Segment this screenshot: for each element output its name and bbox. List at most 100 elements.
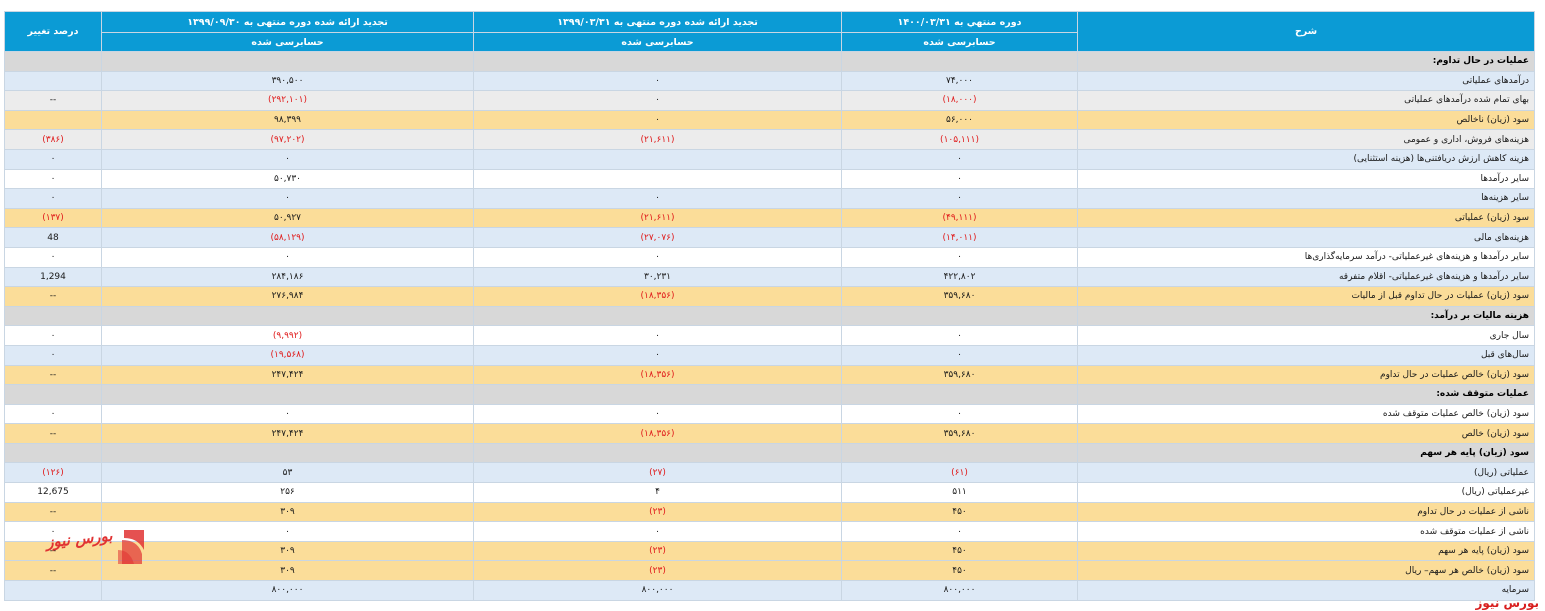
table-row: درآمدهای عملیاتی ۷۴,۰۰۰ ۰ ۳۹۰,۵۰۰ [4, 70, 1535, 92]
value-period-1 [841, 384, 1078, 405]
value-period-1: (۱۰۵,۱۱۱) [841, 129, 1078, 150]
value-change-percent: (۳۸۶) [4, 129, 102, 150]
value-period-2: ۴ [473, 482, 842, 503]
value-period-3: ۳۹۰,۵۰۰ [101, 70, 474, 92]
table-row: سال‌های قبل ۰ ۰ (۱۹,۵۶۸) ۰ [4, 344, 1535, 366]
value-change-percent: 12,675 [4, 482, 102, 503]
section-header-row: سود (زیان) پایه هر سهم [4, 442, 1535, 464]
table-row: سود (زیان) ناخالص ۵۶,۰۰۰ ۰ ۹۸,۳۹۹ [4, 109, 1535, 131]
table-row: عملیاتی (ریال) (۶۱) (۲۷) ۵۳ (۱۲۶) [4, 462, 1535, 484]
header-audit-status-1: حسابرسی شده [841, 32, 1078, 52]
value-period-3: (۹۷,۲۰۲) [101, 129, 474, 150]
value-period-2: ۸۰۰,۰۰۰ [473, 580, 842, 601]
row-description: سود (زیان) پایه هر سهم [1077, 540, 1535, 562]
value-period-2: (۲۳) [473, 501, 842, 523]
value-period-2 [473, 168, 842, 190]
value-period-2 [473, 51, 842, 72]
table-row: سال جاری ۰ ۰ (۹,۹۹۲) ۰ [4, 325, 1535, 346]
value-period-1: ۴۲۲,۸۰۲ [841, 266, 1078, 288]
value-period-3: ۲۸۴,۱۸۶ [101, 266, 474, 288]
row-description: عملیات متوقف شده: [1077, 384, 1535, 405]
value-period-2: ۰ [473, 109, 842, 131]
value-period-2 [473, 148, 842, 170]
value-change-percent: ۰ [4, 148, 102, 170]
value-change-percent: -- [4, 501, 102, 523]
income-statement-table: شرح دوره منتهي به ۱۴۰۰/۰۳/۳۱ تجدید ارائه… [4, 11, 1535, 601]
value-period-2: (۲۷) [473, 462, 842, 484]
value-period-3: ۳۰۹ [101, 540, 474, 562]
table-row: سرمایه ۸۰۰,۰۰۰ ۸۰۰,۰۰۰ ۸۰۰,۰۰۰ [4, 580, 1535, 601]
value-period-2 [473, 384, 842, 405]
table-row: سایر درآمدها ۰ ۵۰,۷۳۰ ۰ [4, 168, 1535, 190]
row-description: سایر درآمدها و هزینه‌های غیرعملیاتی- اقل… [1077, 266, 1535, 288]
value-period-1: ۵۱۱ [841, 482, 1078, 503]
value-period-1: ۸۰۰,۰۰۰ [841, 580, 1078, 601]
value-change-percent: ۰ [4, 403, 102, 425]
value-period-3: ۲۷۶,۹۸۴ [101, 286, 474, 307]
row-description: هزینه‌های مالی [1077, 227, 1535, 248]
value-change-percent: ۰ [4, 344, 102, 366]
value-change-percent [4, 305, 102, 327]
value-period-3: ۰ [101, 148, 474, 170]
value-change-percent: -- [4, 540, 102, 562]
header-period-2: تجدید ارائه شده دوره منتهی به ۱۳۹۹/۰۳/۳۱ [473, 11, 842, 33]
value-period-1: ۷۴,۰۰۰ [841, 70, 1078, 92]
row-description: عملیات در حال تداوم: [1077, 51, 1535, 72]
financial-statement-wrapper: شرح دوره منتهي به ۱۴۰۰/۰۳/۳۱ تجدید ارائه… [4, 11, 1535, 601]
value-period-2: ۰ [473, 246, 842, 268]
table-row: سود (زیان) خالص عملیات متوقف شده ۰ ۰ ۰ ۰ [4, 403, 1535, 425]
row-description: سود (زیان) عملیاتی [1077, 207, 1535, 229]
table-row: غیرعملیاتی (ریال) ۵۱۱ ۴ ۲۵۶ 12,675 [4, 482, 1535, 503]
row-description: سود (زیان) خالص عملیات در حال تداوم [1077, 364, 1535, 386]
value-period-1 [841, 442, 1078, 464]
value-period-2: ۰ [473, 90, 842, 111]
value-period-1: ۰ [841, 246, 1078, 268]
row-description: سرمایه [1077, 580, 1535, 601]
value-period-3: ۲۵۶ [101, 482, 474, 503]
value-period-3: ۲۴۷,۴۲۴ [101, 423, 474, 444]
value-period-3: ۰ [101, 188, 474, 209]
value-period-3: ۵۰,۷۳۰ [101, 168, 474, 190]
row-description: سود (زیان) پایه هر سهم [1077, 442, 1535, 464]
section-header-row: هزینه مالیات بر درآمد: [4, 305, 1535, 327]
value-period-1: ۰ [841, 521, 1078, 542]
value-period-3 [101, 305, 474, 327]
value-change-percent: ۰ [4, 168, 102, 190]
row-description: درآمدهای عملیاتی [1077, 70, 1535, 92]
table-row: سایر هزینه‌ها ۰ ۰ ۰ ۰ [4, 188, 1535, 209]
row-description: ناشی از عملیات در حال تداوم [1077, 501, 1535, 523]
row-description: بهای تمام شده درآمدهای عملیاتی [1077, 90, 1535, 111]
table-row: ناشی از عملیات متوقف شده ۰ ۰ ۰ ۰ [4, 521, 1535, 542]
value-period-1: ۴۵۰ [841, 501, 1078, 523]
value-period-1: ۳۵۹,۶۸۰ [841, 423, 1078, 444]
header-description: شرح [1077, 11, 1535, 52]
table-row: سود (زیان) عملیات در حال تداوم قبل از ما… [4, 286, 1535, 307]
value-period-2: ۰ [473, 521, 842, 542]
table-row: سود (زیان) پایه هر سهم ۴۵۰ (۲۳) ۳۰۹ -- [4, 540, 1535, 562]
table-row: ناشی از عملیات در حال تداوم ۴۵۰ (۲۳) ۳۰۹ -- [4, 501, 1535, 523]
value-period-3: ۵۰,۹۲۷ [101, 207, 474, 229]
value-period-2: (۲۱,۶۱۱) [473, 129, 842, 150]
table-row: سود (زیان) عملیاتی (۴۹,۱۱۱) (۲۱,۶۱۱) ۵۰,۹۲۷… [4, 207, 1535, 229]
row-description: سایر درآمدها و هزینه‌های غیرعملیاتی- درآ… [1077, 246, 1535, 268]
value-period-2: ۰ [473, 344, 842, 366]
value-period-2: ۰ [473, 325, 842, 346]
value-change-percent: -- [4, 423, 102, 444]
value-change-percent: 1,294 [4, 266, 102, 288]
value-period-2: ۰ [473, 403, 842, 425]
value-period-2: (۲۷,۰۷۶) [473, 227, 842, 248]
value-period-1: ۰ [841, 344, 1078, 366]
value-change-percent: ۰ [4, 325, 102, 346]
table-row: سایر درآمدها و هزینه‌های غیرعملیاتی- اقل… [4, 266, 1535, 288]
row-description: سود (زیان) خالص [1077, 423, 1535, 444]
table-row: هزینه کاهش ارزش دریافتنی‌ها (هزینه استثن… [4, 148, 1535, 170]
header-audit-status-3: حسابرسی شده [101, 32, 474, 52]
value-period-1: ۰ [841, 168, 1078, 190]
value-period-2: (۲۳) [473, 560, 842, 582]
value-period-3: ۰ [101, 246, 474, 268]
value-period-3: ۸۰۰,۰۰۰ [101, 580, 474, 601]
value-period-1: ۰ [841, 403, 1078, 425]
value-period-1: (۴۹,۱۱۱) [841, 207, 1078, 229]
section-header-row: عملیات متوقف شده: [4, 384, 1535, 405]
row-description: هزینه مالیات بر درآمد: [1077, 305, 1535, 327]
